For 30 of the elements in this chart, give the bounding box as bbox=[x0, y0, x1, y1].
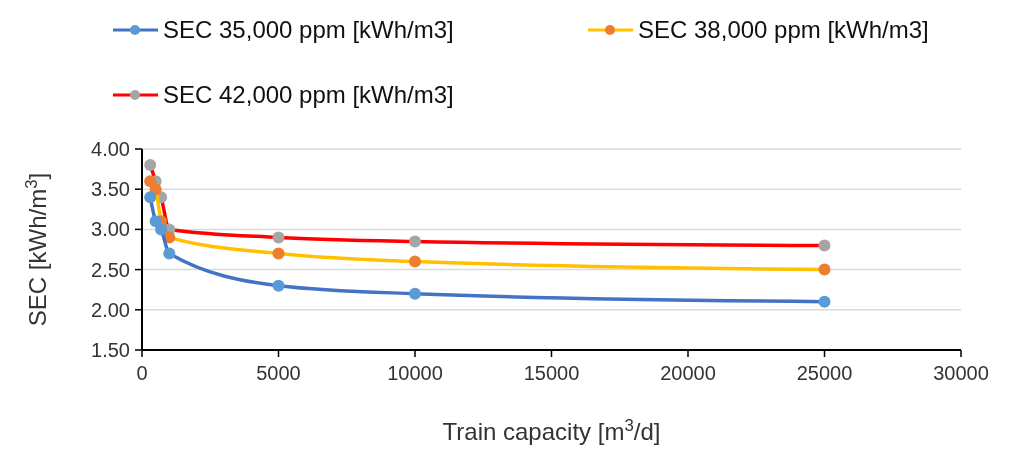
x-axis-title: Train capacity [m$^{3}$/d] bbox=[442, 415, 661, 445]
x-tick-label: 10000 bbox=[387, 362, 443, 384]
y-tick-label: 2.00 bbox=[91, 298, 130, 321]
point bbox=[818, 295, 831, 308]
y-tick-label: 3.50 bbox=[91, 178, 130, 201]
point bbox=[144, 191, 157, 204]
legend-label: SEC 38,000 ppm [kWh/m3] bbox=[638, 16, 929, 44]
point bbox=[144, 159, 157, 172]
y-tick-label: 3.00 bbox=[91, 218, 130, 241]
legend-label: SEC 42,000 ppm [kWh/m3] bbox=[163, 81, 454, 109]
legend-label: SEC 35,000 ppm [kWh/m3] bbox=[163, 16, 454, 44]
point bbox=[155, 223, 168, 236]
x-tick-label: 15000 bbox=[523, 362, 580, 384]
x-tick-label: 5000 bbox=[256, 362, 301, 384]
x-tick-label: 25000 bbox=[796, 362, 853, 384]
x-tick-label: 20000 bbox=[660, 362, 716, 384]
y-tick-label: 2.50 bbox=[91, 258, 130, 281]
x-tick-label: 30000 bbox=[933, 362, 989, 384]
point bbox=[409, 255, 421, 268]
point bbox=[272, 247, 285, 260]
point bbox=[818, 263, 831, 276]
y-tick-label: 1.50 bbox=[91, 339, 130, 361]
point bbox=[409, 235, 421, 248]
point bbox=[818, 239, 831, 252]
point bbox=[163, 247, 176, 260]
y-tick-label: 4.00 bbox=[91, 138, 130, 160]
point bbox=[409, 287, 421, 300]
x-tick-label: 0 bbox=[136, 362, 148, 384]
point bbox=[272, 279, 285, 292]
point bbox=[272, 231, 285, 244]
